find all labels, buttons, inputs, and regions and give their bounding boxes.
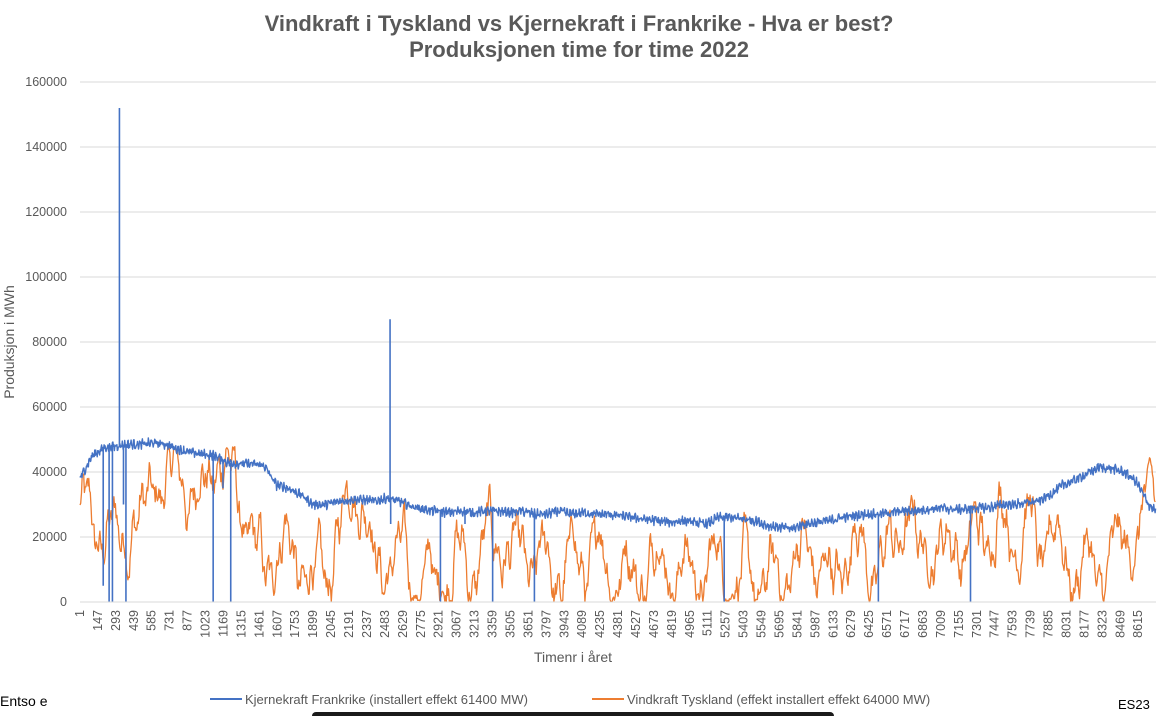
y-tick-label: 80000 (32, 335, 67, 349)
x-tick-label: 8615 (1131, 610, 1145, 638)
x-tick-label: 5257 (719, 610, 733, 638)
x-tick-label: 8323 (1095, 610, 1109, 638)
x-tick-label: 3213 (468, 610, 482, 638)
x-tick-label: 1607 (270, 610, 284, 638)
x-tick-label: 5987 (808, 610, 822, 638)
x-tick-label: 8177 (1077, 610, 1091, 638)
x-tick-label: 4381 (611, 610, 625, 638)
y-tick-label: 40000 (32, 465, 67, 479)
x-tick-label: 4819 (665, 610, 679, 638)
y-tick-label: 120000 (25, 205, 67, 219)
x-tick-label: 439 (127, 610, 141, 631)
x-axis-ticks: 1 147 293 439 585 731 877 1023 1169 1315 1461 1607 1… (73, 610, 1145, 638)
x-tick-label: 2045 (324, 610, 338, 638)
x-tick-label: 3067 (450, 610, 464, 638)
x-tick-label: 7301 (970, 610, 984, 638)
x-tick-label: 6133 (826, 610, 840, 638)
x-tick-label: 877 (181, 610, 195, 631)
x-tick-label: 6863 (916, 610, 930, 638)
x-tick-label: 8469 (1113, 610, 1127, 638)
x-tick-label: 7739 (1024, 610, 1038, 638)
x-tick-label: 1023 (199, 610, 213, 638)
x-tick-label: 2629 (396, 610, 410, 638)
x-tick-label: 3359 (486, 610, 500, 638)
x-tick-label: 4235 (593, 610, 607, 638)
x-tick-label: 2775 (414, 610, 428, 638)
legend: Kjernekraft Frankrike (installert effekt… (210, 692, 930, 707)
x-tick-label: 7155 (952, 610, 966, 638)
y-axis-label: Produksjon i MWh (1, 285, 17, 399)
x-tick-label: 3651 (521, 610, 535, 638)
x-tick-label: 4089 (575, 610, 589, 638)
x-tick-label: 8031 (1059, 610, 1073, 638)
x-tick-label: 4527 (629, 610, 643, 638)
x-tick-label: 1169 (216, 610, 230, 637)
x-tick-label: 4965 (683, 610, 697, 638)
x-tick-label: 1899 (306, 610, 320, 638)
y-tick-label: 100000 (25, 270, 67, 284)
x-tick-label: 7593 (1006, 610, 1020, 638)
x-tick-label: 5403 (737, 610, 751, 638)
y-axis-ticks: 0 20000 40000 60000 80000 100000 120000 140000 1… (25, 75, 67, 609)
x-tick-label: 1753 (288, 610, 302, 638)
series-line-kjernekraft (79, 437, 1157, 533)
x-tick-label: 5695 (772, 610, 786, 638)
series-group (79, 108, 1157, 603)
y-tick-label: 140000 (25, 140, 67, 154)
x-tick-label: 4673 (647, 610, 661, 638)
x-tick-label: 6425 (862, 610, 876, 638)
legend-label-vindkraft: Vindkraft Tyskland (effekt installert ef… (627, 692, 930, 707)
x-tick-label: 3943 (557, 610, 571, 638)
chart-title-line1: Vindkraft i Tyskland vs Kjernekraft i Fr… (265, 11, 894, 36)
legend-label-kjernekraft: Kjernekraft Frankrike (installert effekt… (245, 692, 528, 707)
chart-title-line2: Produksjonen time for time 2022 (409, 37, 749, 62)
x-tick-label: 147 (91, 610, 105, 631)
y-tick-label: 60000 (32, 400, 67, 414)
x-tick-label: 6279 (844, 610, 858, 638)
x-tick-label: 2483 (378, 610, 392, 638)
x-tick-label: 2921 (432, 610, 446, 638)
series-line-vindkraft (79, 445, 1156, 603)
x-axis-label: Timenr i året (534, 649, 612, 665)
x-tick-label: 6717 (898, 610, 912, 638)
x-tick-label: 6571 (880, 610, 894, 638)
y-tick-label: 0 (60, 595, 67, 609)
x-tick-label: 7885 (1042, 610, 1056, 638)
bottom-bar (312, 712, 834, 716)
source-label: Entso e (0, 693, 48, 709)
x-tick-label: 3505 (503, 610, 517, 638)
y-tick-label: 20000 (32, 530, 67, 544)
x-tick-label: 7447 (988, 610, 1002, 638)
slide-code: ES23 (1118, 697, 1150, 712)
x-tick-label: 5111 (701, 610, 715, 636)
x-tick-label: 1461 (252, 610, 266, 638)
x-tick-label: 731 (163, 610, 177, 631)
x-tick-label: 7009 (934, 610, 948, 638)
y-tick-label: 160000 (25, 75, 67, 89)
x-tick-label: 293 (109, 610, 123, 631)
x-tick-label: 2337 (360, 610, 374, 638)
x-tick-label: 1315 (234, 610, 248, 638)
x-tick-label: 1 (73, 610, 87, 617)
x-tick-label: 585 (145, 610, 159, 631)
x-tick-label: 3797 (539, 610, 553, 638)
gridlines (80, 81, 1156, 538)
x-tick-label: 2191 (342, 610, 356, 638)
x-tick-label: 5549 (755, 610, 769, 638)
x-tick-label: 5841 (790, 610, 804, 638)
